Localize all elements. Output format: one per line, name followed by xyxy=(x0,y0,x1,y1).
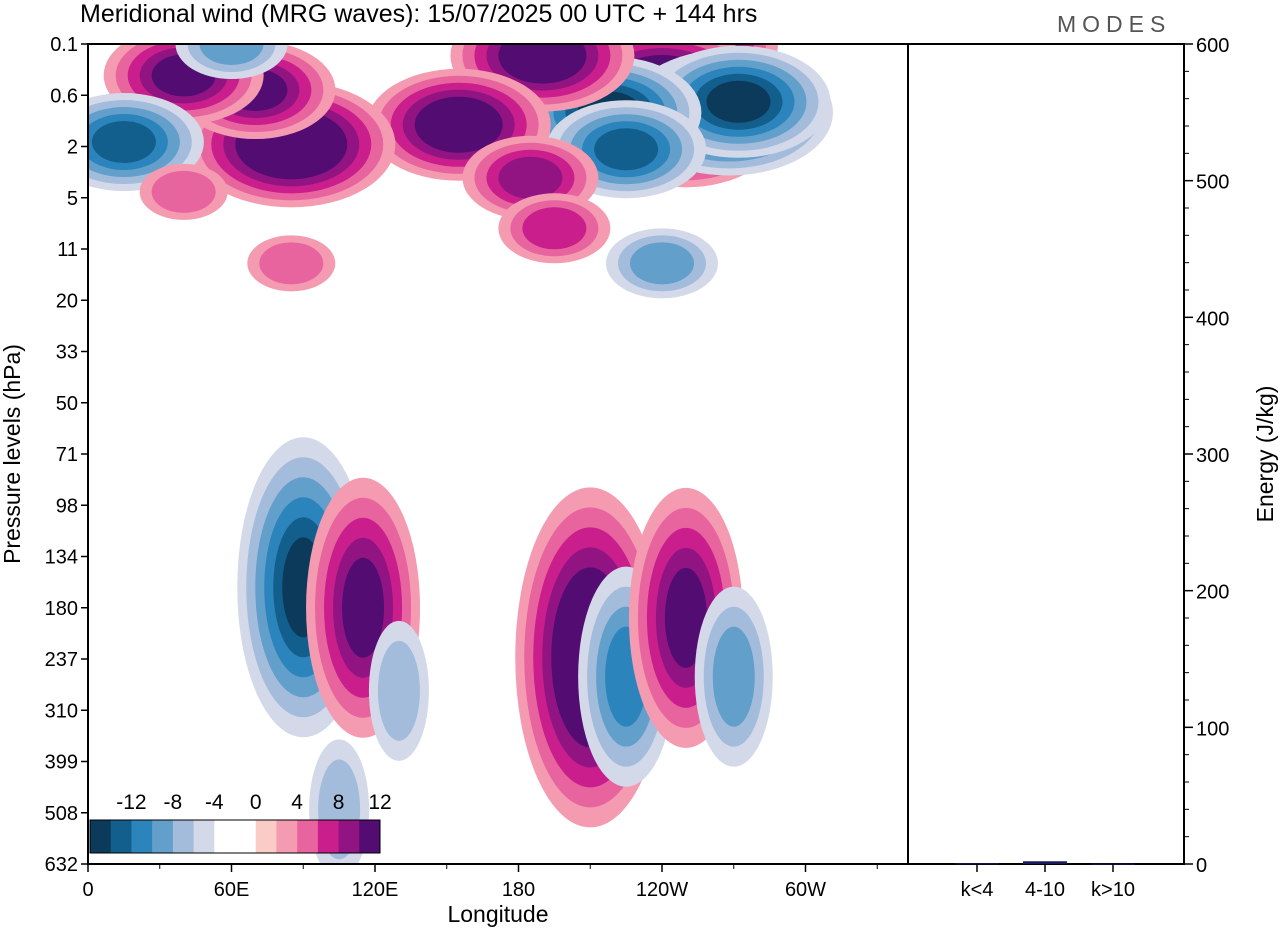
colorbar-cell xyxy=(172,820,195,853)
x-tick-label: 120E xyxy=(352,879,399,901)
y-tick-label: 50 xyxy=(56,393,78,415)
colorbar-frame xyxy=(89,819,381,854)
colorbar-cell xyxy=(297,820,319,853)
colorbar-cell xyxy=(317,820,340,853)
y-tick-label: 5 xyxy=(67,188,78,210)
energy-frame xyxy=(907,43,1185,865)
y-tick-label: 310 xyxy=(45,700,78,722)
energy-category-label: k>10 xyxy=(1091,879,1135,901)
contour-ring xyxy=(594,128,659,171)
colorbar-label: -8 xyxy=(164,791,183,814)
y-axis-left: 0.1 0.6 2 5 11 20 33 50 71 98 134 180 237 310 399 508 63… xyxy=(45,34,88,876)
y-axis-label: Pressure levels (hPa) xyxy=(0,344,25,564)
contour-feature xyxy=(139,163,228,220)
energy-tick-label: 300 xyxy=(1196,445,1229,467)
contour-ring xyxy=(91,121,156,164)
y-tick-label: 2 xyxy=(67,137,78,159)
colorbar-cell xyxy=(152,820,174,853)
contour-ring xyxy=(522,207,587,250)
contour-ring xyxy=(706,80,771,123)
brand-logo: MODES xyxy=(1057,11,1171,37)
y-tick-label: 0.6 xyxy=(50,85,78,107)
energy-category-label: k<4 xyxy=(961,879,994,901)
colorbar-cell xyxy=(235,820,257,853)
contour-ring xyxy=(510,44,575,77)
x-tick-label: 60W xyxy=(785,879,826,901)
contour-ring xyxy=(377,640,420,741)
energy-axis-label: Energy (J/kg) xyxy=(1252,386,1278,523)
colorbar-cell xyxy=(110,820,132,853)
colorbar-label: -4 xyxy=(205,791,224,814)
colorbar-label: 12 xyxy=(368,791,391,814)
energy-tick-label: 600 xyxy=(1196,35,1229,57)
contour-ring xyxy=(426,103,491,146)
contour-field xyxy=(88,44,908,864)
contour-feature xyxy=(498,193,611,264)
contour-feature xyxy=(694,586,773,767)
colorbar-cell xyxy=(255,820,277,853)
y-tick-label: 11 xyxy=(57,239,78,261)
x-axis: 0 60E 120E 180 120W 60W xyxy=(82,864,878,901)
y-tick-label: 399 xyxy=(45,752,78,774)
x-tick-label: 60E xyxy=(214,879,250,901)
contour-ring xyxy=(664,567,707,668)
y-tick-label: 20 xyxy=(56,290,78,312)
x-tick-label: 180 xyxy=(502,879,535,901)
colorbar-cell xyxy=(276,820,298,853)
x-tick-label: 0 xyxy=(82,879,93,901)
energy-bar xyxy=(955,863,999,865)
contour-feature xyxy=(366,68,551,181)
contour-feature xyxy=(368,620,429,761)
y-tick-label: 134 xyxy=(45,547,78,569)
colorbar-cell xyxy=(359,820,381,853)
colorbar-cell xyxy=(214,820,236,853)
contour-ring xyxy=(498,156,563,199)
x-axis-label: Longitude xyxy=(447,901,548,927)
chart-title: Meridional wind (MRG waves): 15/07/2025 … xyxy=(80,0,757,28)
y-tick-label: 0.1 xyxy=(50,34,78,56)
colorbar-label: -12 xyxy=(116,791,146,814)
y-tick-label: 237 xyxy=(45,649,78,671)
colorbar-cell xyxy=(193,820,215,853)
energy-tick-label: 100 xyxy=(1196,718,1229,740)
energy-panel: 0 100 200 300 400 500 600 k<4 4-10 k>10 xyxy=(907,35,1229,901)
y-tick-label: 632 xyxy=(45,854,78,876)
y-tick-label: 180 xyxy=(45,598,78,620)
contour-ring xyxy=(199,44,264,65)
energy-tick-label: 200 xyxy=(1196,582,1229,604)
contour-feature xyxy=(247,235,336,292)
contour-ring xyxy=(712,626,755,727)
colorbar-cell xyxy=(90,820,112,853)
y-tick-label: 33 xyxy=(56,342,78,364)
energy-tick-label: 400 xyxy=(1196,308,1229,330)
energy-tick-label: 500 xyxy=(1196,172,1229,194)
colorbar-label: 4 xyxy=(291,791,303,814)
contour-feature xyxy=(462,135,599,220)
colorbar: -12 -8 -4 0 4 8 12 xyxy=(89,791,392,854)
energy-category-label: 4-10 xyxy=(1025,879,1065,901)
contour-ring xyxy=(342,557,385,658)
x-tick-label: 120W xyxy=(636,879,688,901)
contour-feature xyxy=(175,44,288,79)
contour-ring xyxy=(259,242,324,285)
colorbar-cell xyxy=(338,820,360,853)
contour-feature xyxy=(646,45,831,158)
y-tick-label: 508 xyxy=(45,803,78,825)
y-tick-label: 98 xyxy=(56,495,78,517)
contour-ring xyxy=(630,242,694,285)
energy-tick-label: 0 xyxy=(1196,855,1207,877)
colorbar-label: 0 xyxy=(250,791,262,814)
contour-feature xyxy=(606,228,718,299)
contour-ring xyxy=(151,170,216,213)
energy-bar xyxy=(1023,861,1067,864)
y-tick-label: 71 xyxy=(56,444,78,466)
colorbar-cell xyxy=(131,820,153,853)
colorbar-label: 8 xyxy=(333,791,345,814)
